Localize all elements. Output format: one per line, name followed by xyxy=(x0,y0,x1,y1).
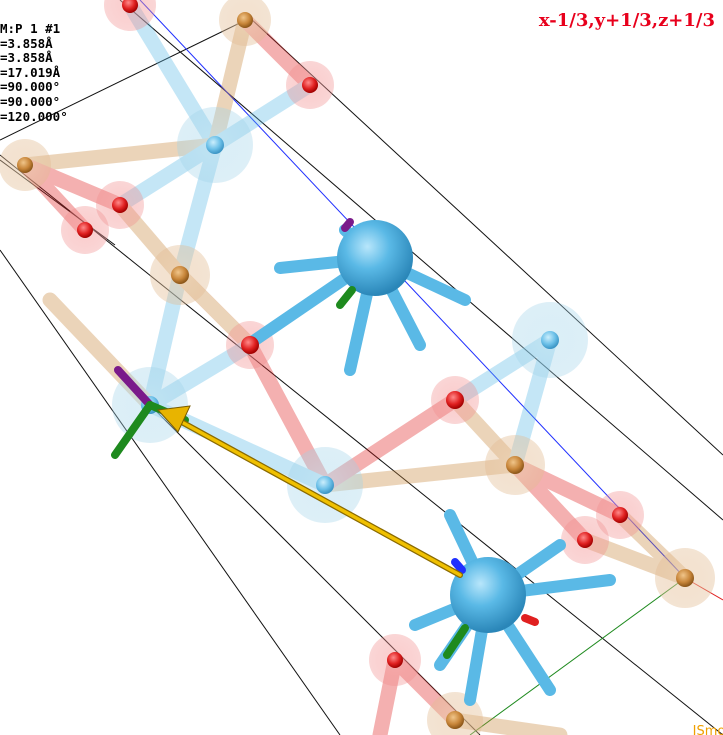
metal-atom-large-lower[interactable] xyxy=(450,557,526,633)
axis-gizmo-lower xyxy=(443,558,539,659)
translation-vector-arrow xyxy=(156,405,463,578)
cell-param-b: =3.858Å xyxy=(0,50,53,66)
symmetry-operation-label: x-1/3,y+1/3,z+1/3 xyxy=(538,10,715,31)
solid-atoms-small xyxy=(17,0,694,729)
cell-param-alpha: =90.000° xyxy=(0,79,61,95)
axis-c-line xyxy=(139,0,686,579)
cell-param-c: =17.019Å xyxy=(0,64,61,80)
axis-gizmo-upper xyxy=(336,218,356,309)
space-group-label: M:P 1 #1 xyxy=(0,21,61,36)
unit-cell-info: M:P 1 #1 =3.858Å =3.858Å =17.019Å =90.00… xyxy=(0,21,68,124)
cell-param-gamma: =120.000° xyxy=(0,108,68,124)
cell-param-beta: =90.000° xyxy=(0,93,61,109)
cell-param-a: =3.858Å xyxy=(0,35,53,51)
jsmol-watermark[interactable]: JSmol xyxy=(692,724,723,735)
metal-atom-large-upper[interactable] xyxy=(337,220,413,296)
axis-b-line xyxy=(469,577,686,735)
